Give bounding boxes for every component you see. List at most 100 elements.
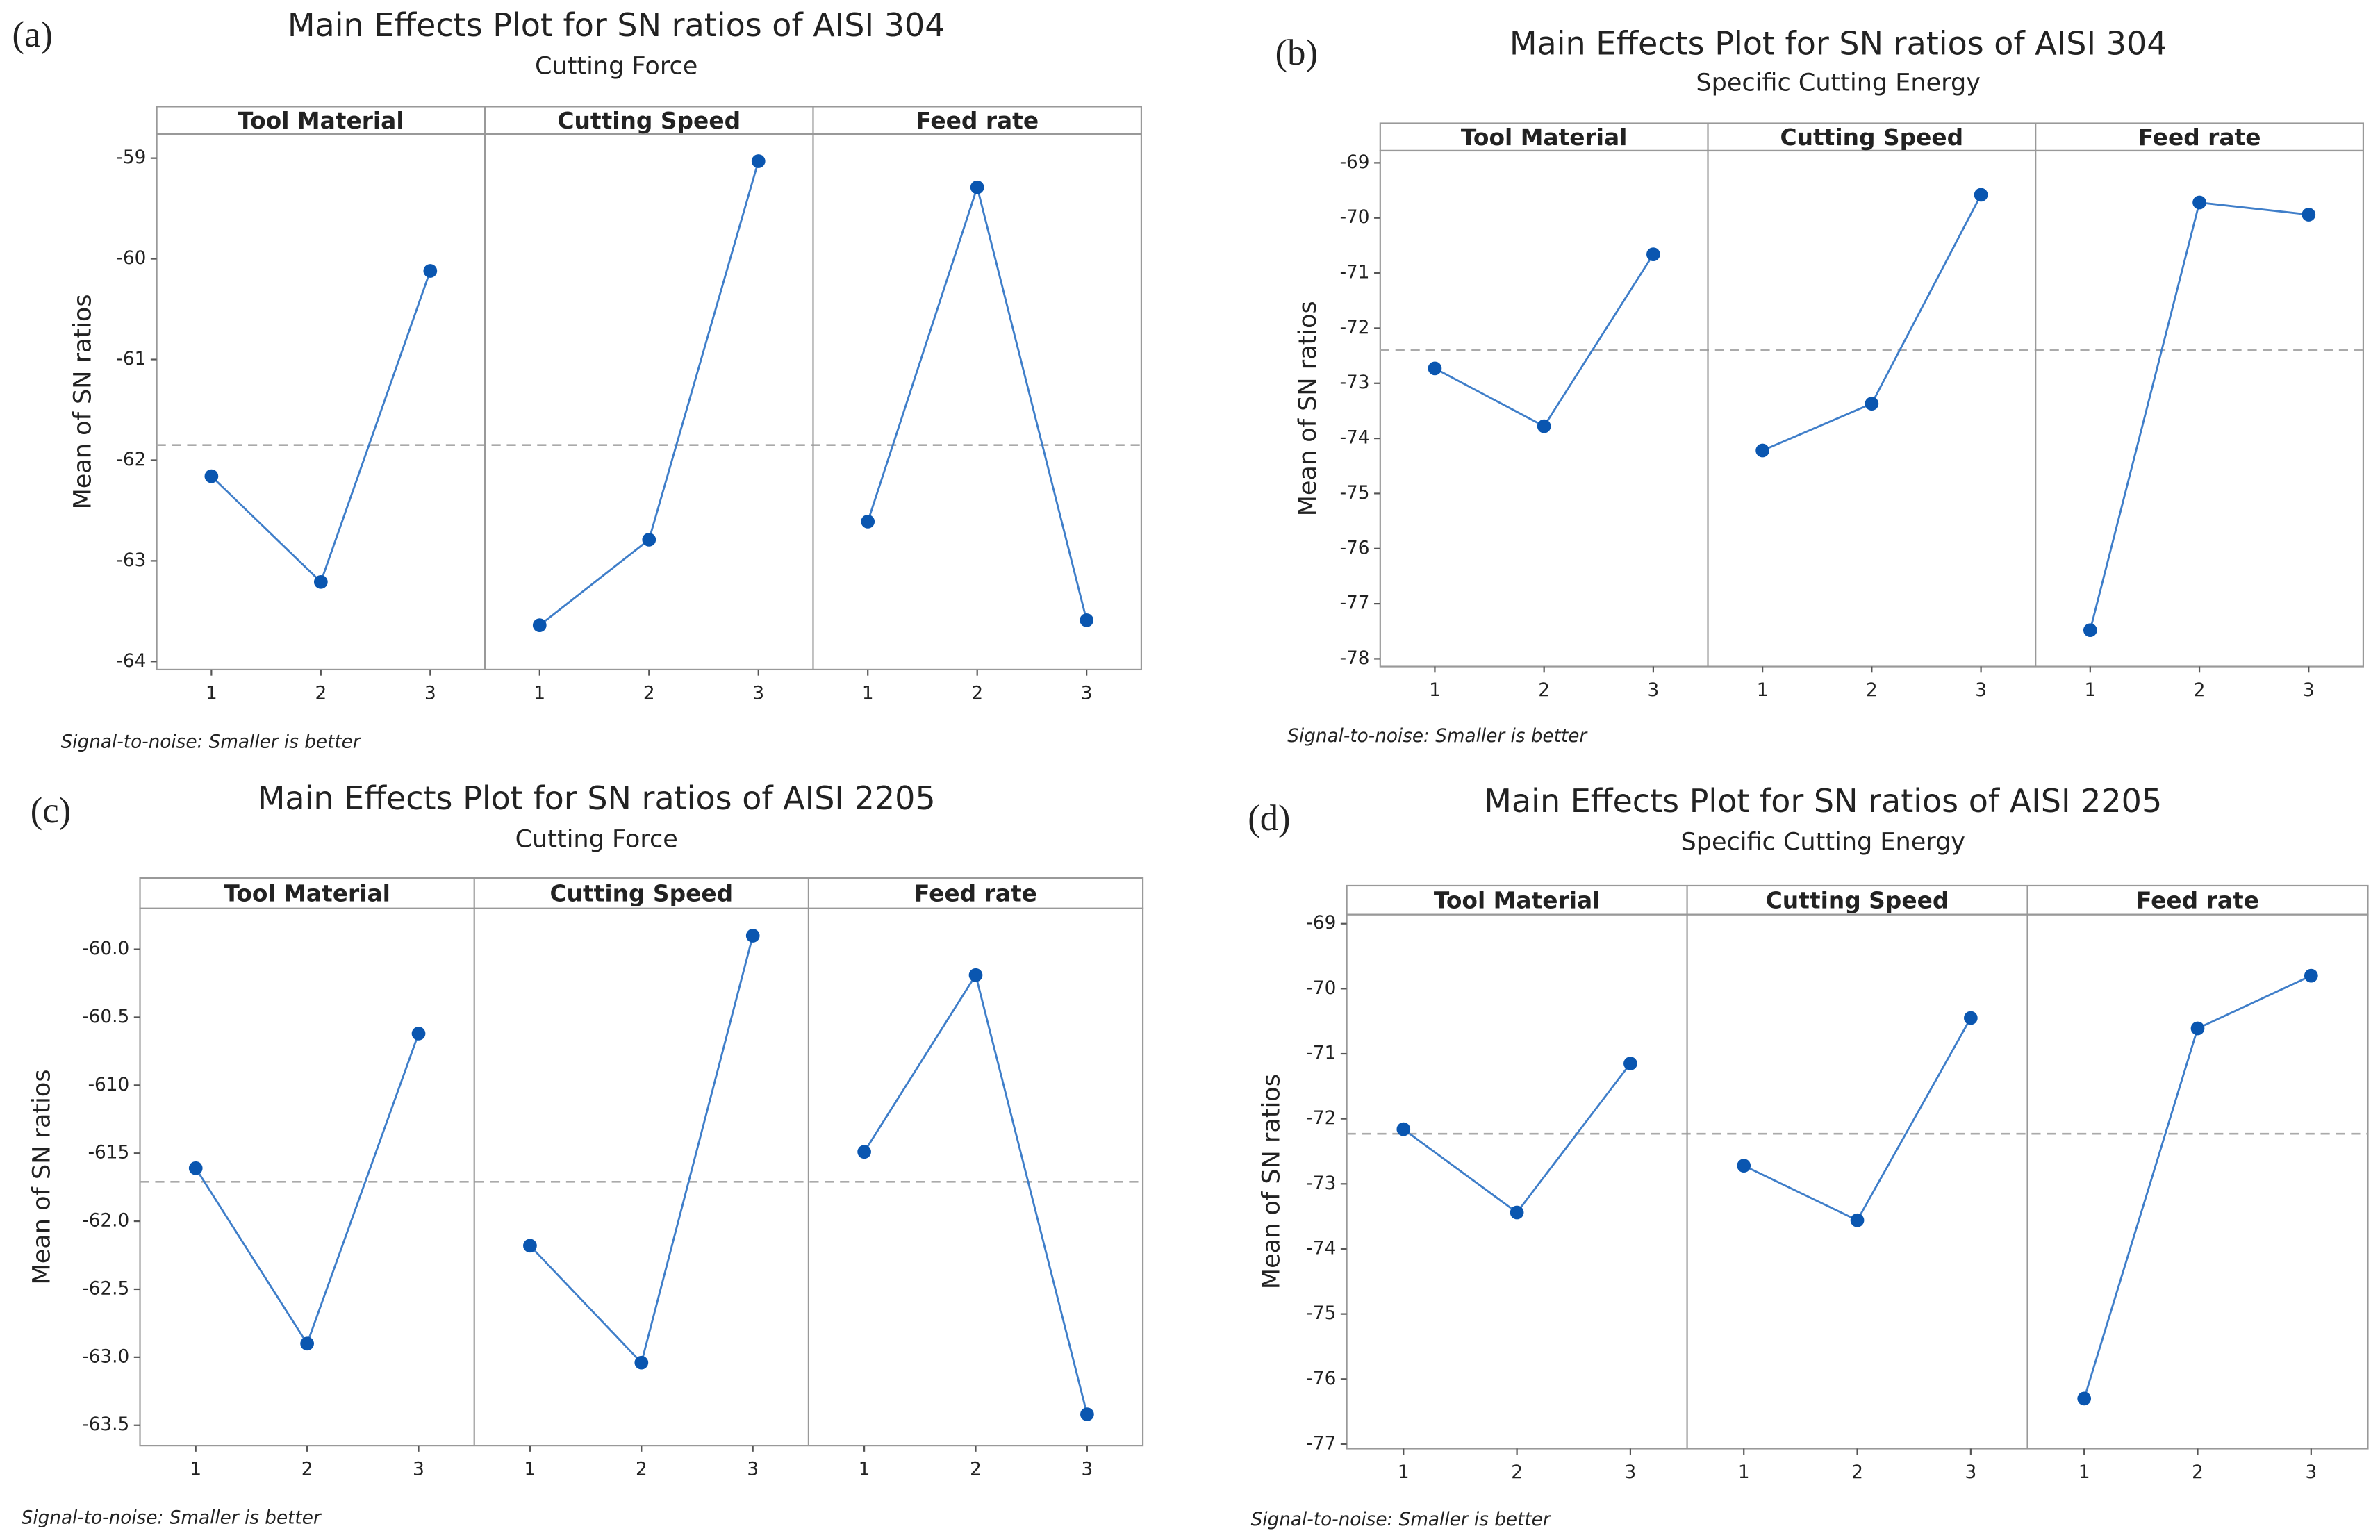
facet-title: Cutting Speed <box>1766 887 1949 913</box>
y-tick-label: -63.5 <box>82 1414 129 1435</box>
x-tick-label: 3 <box>747 1459 759 1480</box>
x-tick-label: 2 <box>1511 1462 1523 1483</box>
x-tick-label: 2 <box>301 1459 313 1480</box>
y-tick-label: -64 <box>116 651 146 672</box>
point <box>1428 361 1442 376</box>
x-tick-label: 1 <box>2079 1462 2090 1483</box>
chart-title: Main Effects Plot for SN ratios of AISI … <box>258 779 936 817</box>
effect-line <box>1434 254 1655 428</box>
y-tick-label: -76 <box>1306 1368 1336 1389</box>
x-tick-label: 1 <box>859 1459 870 1480</box>
chart: (c) Main Effects Plot for SN ratios of AI… <box>22 779 1144 1529</box>
effect-line <box>538 160 760 627</box>
point <box>970 180 984 194</box>
x-tick-label: 1 <box>1398 1462 1410 1483</box>
facet-title: Feed rate <box>2138 124 2261 151</box>
effect-line <box>1403 1063 1632 1214</box>
point <box>423 264 438 278</box>
footnote: Signal-to-noise: Smaller is better <box>22 1508 322 1529</box>
y-tick-label: -73 <box>1340 372 1370 393</box>
x-tick-label: 2 <box>1866 680 1878 701</box>
y-tick-label: -70 <box>1306 978 1336 999</box>
footnote: Signal-to-noise: Smaller is better <box>1287 726 1588 747</box>
x-tick-label: 1 <box>190 1459 201 1480</box>
footnote: Signal-to-noise: Smaller is better <box>61 732 362 753</box>
point <box>1865 397 1879 411</box>
x-tick-label: 2 <box>315 683 327 704</box>
y-tick-label: -70 <box>1340 207 1370 228</box>
y-tick-label: -75 <box>1306 1303 1336 1324</box>
y-tick-label: -62 <box>116 449 146 470</box>
point <box>634 1355 649 1370</box>
x-tick-label: 1 <box>1429 680 1441 701</box>
header-band <box>1379 122 2364 152</box>
y-tick-label: -74 <box>1306 1238 1336 1259</box>
point <box>1623 1057 1637 1070</box>
effect-line <box>210 270 431 584</box>
y-tick-label: -610 <box>88 1075 130 1095</box>
chart: (d) Main Effects Plot for SN ratios of AI… <box>1248 782 2369 1530</box>
x-tick-label: 3 <box>1081 683 1093 704</box>
effect-line <box>195 1033 420 1346</box>
panel-label: (a) <box>13 15 53 55</box>
chart-subtitle: Specific Cutting Energy <box>1680 828 1965 856</box>
point <box>1737 1159 1751 1173</box>
y-tick-label: -72 <box>1306 1108 1336 1129</box>
x-tick-label: 2 <box>2192 1462 2204 1483</box>
y-tick-label: -75 <box>1340 483 1370 504</box>
facet-title: Feed rate <box>2136 887 2259 913</box>
y-tick-label: -60 <box>116 248 146 269</box>
point <box>968 968 983 982</box>
chart-subtitle: Cutting Force <box>515 825 678 853</box>
point <box>1396 1122 1411 1136</box>
y-tick-label: -60.5 <box>82 1007 129 1027</box>
chart: (a) Main Effects Plot for SN ratios of AI… <box>13 6 1142 753</box>
facet-title: Tool Material <box>224 881 390 907</box>
point <box>2190 1021 2205 1036</box>
y-tick-label: -72 <box>1340 317 1370 338</box>
y-tick-label: -615 <box>88 1143 130 1164</box>
effect-line <box>529 935 754 1365</box>
x-tick-label: 2 <box>971 683 983 704</box>
x-tick-label: 2 <box>636 1459 647 1480</box>
effect-line <box>866 183 1088 621</box>
x-tick-label: 3 <box>1625 1462 1637 1483</box>
point <box>2192 195 2206 210</box>
x-tick-label: 1 <box>2084 680 2096 701</box>
y-tick-label: -77 <box>1306 1433 1336 1454</box>
y-tick-label: -77 <box>1340 593 1370 614</box>
chart-title: Main Effects Plot for SN ratios of AISI … <box>288 6 945 44</box>
x-tick-label: 3 <box>1648 680 1660 701</box>
y-tick-label: -59 <box>116 147 146 168</box>
chart-title: Main Effects Plot for SN ratios of AISI … <box>1484 782 2162 820</box>
facet-title: Cutting Speed <box>557 108 741 134</box>
header-band <box>156 106 1142 135</box>
x-tick-label: 3 <box>752 683 764 704</box>
x-tick-label: 3 <box>424 683 436 704</box>
point <box>1080 613 1094 627</box>
plot-frame <box>139 907 1144 1447</box>
header-band <box>1346 884 2369 916</box>
y-tick-label: -71 <box>1340 263 1370 283</box>
x-tick-label: 1 <box>534 683 545 704</box>
point <box>2304 968 2318 983</box>
point <box>1964 1011 1978 1025</box>
point <box>751 154 766 168</box>
panel-label: (b) <box>1275 33 1318 73</box>
point <box>745 929 760 943</box>
x-tick-label: 1 <box>1738 1462 1750 1483</box>
y-tick-label: -60.0 <box>82 938 129 959</box>
point <box>2077 1391 2092 1406</box>
point <box>300 1336 314 1351</box>
effect-line <box>2089 201 2309 631</box>
plot-frame <box>1346 913 2369 1450</box>
effect-line <box>1762 194 1982 452</box>
y-axis-label: Mean of SN ratios <box>68 294 97 509</box>
footnote: Signal-to-noise: Smaller is better <box>1251 1509 1552 1530</box>
y-axis-label: Mean of SN ratios <box>1257 1074 1285 1289</box>
y-tick-label: -62.5 <box>82 1278 129 1299</box>
x-tick-label: 3 <box>1975 680 1987 701</box>
point <box>532 618 547 633</box>
y-tick-label: -71 <box>1306 1043 1336 1064</box>
y-tick-label: -69 <box>1340 152 1370 173</box>
